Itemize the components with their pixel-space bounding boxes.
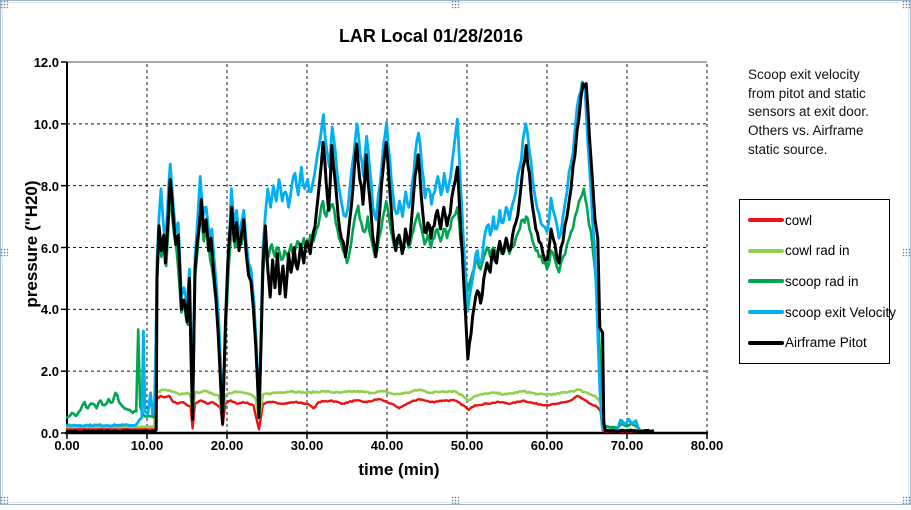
series-scoop-exit-velocity bbox=[66, 80, 641, 433]
selection-handle-bottom-right[interactable] bbox=[902, 496, 911, 505]
x-tick-label: 0.00 bbox=[54, 438, 80, 453]
y-tick-label: 6.0 bbox=[40, 240, 59, 256]
x-tick-label: 50.00 bbox=[450, 438, 484, 453]
legend-item[interactable]: Airframe Pitot bbox=[748, 335, 887, 350]
chart-title: LAR Local 01/28/2016 bbox=[338, 26, 524, 46]
selection-handle-bottom-middle[interactable] bbox=[451, 496, 460, 505]
y-tick-label: 8.0 bbox=[40, 178, 59, 194]
x-tick-label: 20.00 bbox=[210, 438, 244, 453]
selection-handle-top-right[interactable] bbox=[902, 0, 911, 9]
legend-item[interactable]: cowl rad in bbox=[748, 243, 887, 258]
legend-label: Airframe Pitot bbox=[785, 335, 867, 351]
x-axis-title: time (min) bbox=[358, 460, 440, 479]
series-cowl-rad-in bbox=[66, 388, 639, 432]
legend-line-sample bbox=[748, 218, 784, 223]
axes bbox=[61, 61, 708, 439]
x-tick-label: 30.00 bbox=[290, 438, 324, 453]
legend[interactable]: cowl cowl rad in scoop rad in scoop exit Ve… bbox=[739, 199, 896, 364]
x-tick-label: 60.00 bbox=[530, 438, 564, 453]
series-airframe-pitot bbox=[66, 82, 655, 434]
selection-handle-middle-right[interactable] bbox=[902, 248, 911, 257]
y-tick-label: 12.0 bbox=[33, 55, 59, 70]
annotation-text[interactable]: Scoop exit velocity from pitot and stati… bbox=[748, 67, 869, 157]
legend-line-sample bbox=[748, 279, 784, 284]
selection-handle-bottom-left[interactable] bbox=[0, 496, 9, 505]
legend-item[interactable]: scoop rad in bbox=[748, 274, 887, 289]
y-tick-label: 0.0 bbox=[40, 426, 59, 441]
y-tick-label: 4.0 bbox=[40, 302, 59, 318]
y-tick-label: 10.0 bbox=[33, 116, 59, 132]
y-tick-label: 2.0 bbox=[40, 364, 59, 380]
selection-handle-middle-left[interactable] bbox=[0, 248, 9, 257]
legend-label: scoop exit Velocity bbox=[785, 304, 897, 320]
selection-handle-top-middle[interactable] bbox=[451, 0, 460, 9]
legend-label: cowl bbox=[785, 212, 813, 228]
legend-line-sample bbox=[748, 340, 784, 345]
legend-line-sample bbox=[748, 248, 784, 253]
legend-item[interactable]: cowl bbox=[748, 213, 887, 228]
x-tick-label: 40.00 bbox=[370, 438, 404, 453]
x-tick-label: 80.00 bbox=[690, 438, 724, 453]
selection-handle-top-left[interactable] bbox=[0, 0, 9, 9]
legend-line-sample bbox=[748, 310, 784, 315]
legend-item[interactable]: scoop exit Velocity bbox=[748, 305, 896, 320]
x-tick-label: 70.00 bbox=[610, 438, 644, 453]
legend-label: cowl rad in bbox=[785, 243, 850, 259]
legend-label: scoop rad in bbox=[785, 273, 859, 289]
x-tick-label: 10.00 bbox=[130, 438, 164, 453]
